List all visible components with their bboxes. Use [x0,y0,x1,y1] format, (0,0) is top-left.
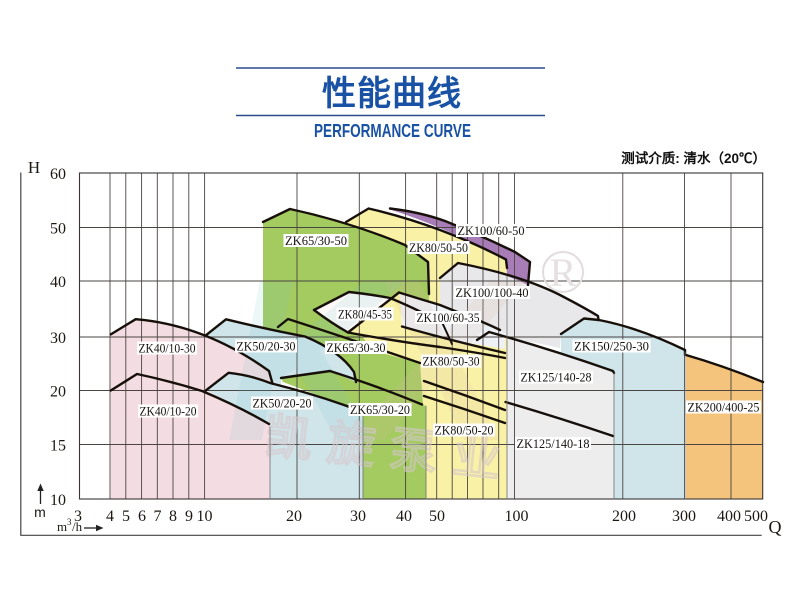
svg-text:m: m [34,504,46,520]
svg-text:15: 15 [50,438,66,455]
svg-text:100: 100 [505,508,529,525]
svg-text:ZK50/20-20: ZK50/20-20 [253,396,312,411]
svg-text:4: 4 [106,508,114,525]
svg-text:20: 20 [286,508,302,525]
svg-text:ZK65/30-30: ZK65/30-30 [327,340,386,355]
svg-text:ZK80/50-30: ZK80/50-30 [423,354,480,369]
svg-text:ZK40/10-30: ZK40/10-30 [139,341,196,356]
svg-text:Q: Q [769,517,782,537]
svg-text:ZK80/50-20: ZK80/50-20 [435,423,494,438]
svg-text:ZK65/30-50: ZK65/30-50 [285,233,347,248]
svg-text:R: R [550,250,577,295]
svg-text:6: 6 [138,508,146,525]
svg-text:/h: /h [72,519,83,534]
svg-text:ZK100/60-50: ZK100/60-50 [458,223,525,238]
svg-text:测试介质: 清水（20℃）: 测试介质: 清水（20℃） [621,150,766,166]
svg-text:30: 30 [50,330,66,347]
svg-text:30: 30 [350,508,366,525]
svg-text:ZK100/60-35: ZK100/60-35 [417,310,480,325]
svg-text:ZK80/50-50: ZK80/50-50 [409,240,468,255]
svg-text:ZK200/400-25: ZK200/400-25 [688,400,760,415]
svg-text:性能曲线: 性能曲线 [322,75,462,113]
svg-text:3: 3 [74,508,82,525]
svg-text:40: 40 [396,508,412,525]
svg-text:PERFORMANCE CURVE: PERFORMANCE CURVE [314,121,471,141]
svg-text:200: 200 [612,508,636,525]
svg-text:ZK40/10-20: ZK40/10-20 [140,404,197,419]
svg-text:50: 50 [50,221,66,238]
svg-text:ZK125/140-18: ZK125/140-18 [517,436,590,451]
svg-text:50: 50 [429,508,445,525]
svg-text:H: H [28,158,40,177]
svg-text:60: 60 [50,166,66,183]
svg-text:ZK50/20-30: ZK50/20-30 [237,339,296,354]
svg-text:300: 300 [672,508,696,525]
svg-text:500: 500 [744,508,768,525]
svg-text:10: 10 [197,508,213,525]
svg-text:40: 40 [50,274,66,291]
svg-text:10: 10 [50,492,66,509]
svg-text:20: 20 [50,384,66,401]
svg-text:3: 3 [67,517,72,527]
svg-text:9: 9 [185,508,193,525]
svg-text:ZK150/250-30: ZK150/250-30 [574,339,649,354]
svg-text:5: 5 [122,508,130,525]
svg-text:ZK65/30-20: ZK65/30-20 [350,402,410,417]
svg-text:ZK100/100-40: ZK100/100-40 [456,285,529,300]
svg-text:ZK125/140-28: ZK125/140-28 [521,370,592,385]
svg-text:7: 7 [154,508,162,525]
svg-text:400: 400 [717,508,741,525]
svg-text:m: m [57,519,67,534]
svg-text:ZK80/45-35: ZK80/45-35 [338,307,392,322]
svg-text:8: 8 [169,508,177,525]
